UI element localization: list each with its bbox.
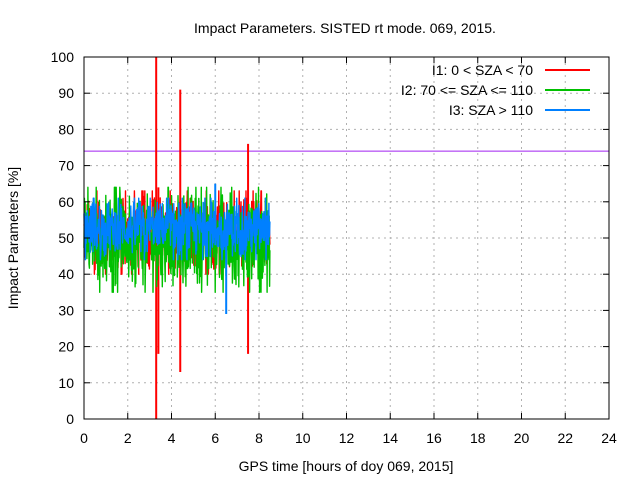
x-tick-label: 24 <box>601 430 617 446</box>
x-tick-label: 10 <box>295 430 311 446</box>
y-tick-label: 50 <box>58 230 74 246</box>
x-tick-label: 14 <box>382 430 398 446</box>
grid-lines <box>84 57 609 419</box>
y-tick-label: 20 <box>58 339 74 355</box>
axis-ticks: 0 2 4 6 8 10 12 14 16 18 20 22 240102030405060708090… <box>51 49 617 446</box>
y-tick-label: 0 <box>66 411 74 427</box>
y-tick-label: 40 <box>58 266 74 282</box>
y-tick-label: 90 <box>58 85 74 101</box>
x-tick-label: 0 <box>80 430 88 446</box>
x-tick-label: 6 <box>211 430 219 446</box>
x-tick-label: 8 <box>255 430 263 446</box>
x-tick-label: 22 <box>557 430 573 446</box>
x-tick-label: 18 <box>470 430 486 446</box>
y-tick-label: 60 <box>58 194 74 210</box>
x-tick-label: 12 <box>339 430 355 446</box>
legend-label: I3: SZA > 110 <box>449 102 533 118</box>
series-group <box>83 57 271 419</box>
y-tick-label: 70 <box>58 158 74 174</box>
x-tick-label: 2 <box>124 430 132 446</box>
legend-label: I1: 0 < SZA < 70 <box>432 62 533 78</box>
x-tick-label: 16 <box>426 430 442 446</box>
x-tick-label: 4 <box>168 430 176 446</box>
y-axis-label: Impact Parameters [%] <box>5 167 21 309</box>
x-tick-label: 20 <box>514 430 530 446</box>
series-line-3 <box>83 197 271 261</box>
chart-title: Impact Parameters. SISTED rt mode. 069, … <box>194 20 496 36</box>
y-tick-label: 100 <box>51 49 75 65</box>
y-tick-label: 30 <box>58 302 74 318</box>
legend-label: I2: 70 <= SZA <= 110 <box>401 82 533 98</box>
legend: I1: 0 < SZA < 70 I2: 70 <= SZA <= 110 I3: … <box>401 62 590 118</box>
y-tick-label: 80 <box>58 121 74 137</box>
x-axis-label: GPS time [hours of doy 069, 2015] <box>239 458 454 474</box>
y-tick-label: 10 <box>58 375 74 391</box>
